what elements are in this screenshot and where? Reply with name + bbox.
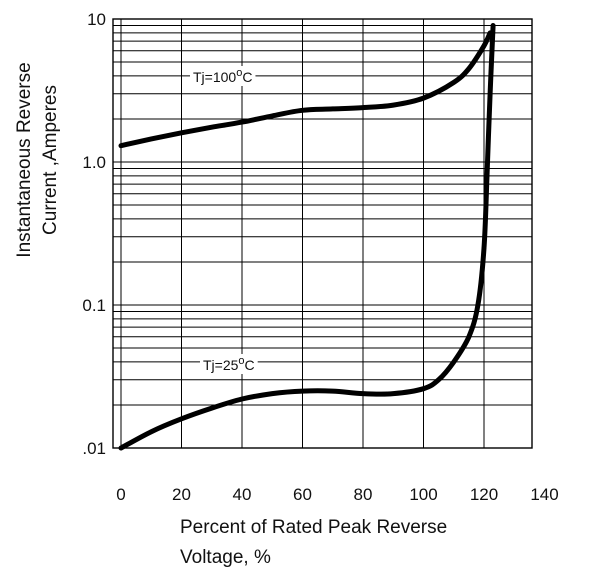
series-label-100c-degree: o (236, 67, 242, 79)
series-label-100c: Tj=100oC (190, 66, 256, 86)
series-label-25c-background (200, 354, 258, 374)
x-tick-label-120: 120 (470, 485, 498, 504)
curves (118, 23, 496, 451)
x-tick-label-140: 140 (530, 485, 558, 504)
curve-tj-100c (118, 30, 493, 149)
curve-tj-25c (118, 23, 496, 451)
y-axis-title-line-1: Instantaneous Reverse (14, 62, 35, 257)
y-tick-label-.01: .01 (82, 439, 106, 458)
y-axis-title-line-2: Current ,Amperes (40, 85, 61, 235)
x-tick-label-20: 20 (172, 485, 191, 504)
series-label-100c-text: Tj=100oC (193, 67, 252, 85)
x-tick-label-60: 60 (293, 485, 312, 504)
series-label-25c: Tj=25oC (200, 354, 258, 374)
y-tick-label-10: 10 (87, 10, 106, 29)
x-tick-label-40: 40 (233, 485, 252, 504)
series-label-100c-unit: C (242, 69, 252, 85)
series-label-25c-degree: o (238, 355, 244, 367)
series-label-25c-unit: C (245, 357, 255, 373)
series-label-25c-text: Tj=25oC (203, 355, 255, 373)
x-tick-label-80: 80 (354, 485, 373, 504)
y-tick-label-1.0: 1.0 (82, 153, 106, 172)
x-tick-label-0: 0 (116, 485, 125, 504)
series-label-100c-main: Tj=100 (193, 69, 236, 85)
grid-lines (113, 18, 532, 449)
plot-frame (112, 18, 533, 449)
y-tick-label-0.1: 0.1 (82, 296, 106, 315)
series-label-25c-main: Tj=25 (203, 357, 239, 373)
series-label-100c-background (190, 66, 256, 86)
x-tick-label-100: 100 (409, 485, 437, 504)
tick-labels: 0 20 40 60 80 100 120 140 .01 0.1 1.0 10 (82, 10, 558, 504)
x-axis-title-line-2: Voltage, % (180, 547, 271, 568)
x-axis-title-line-1: Percent of Rated Peak Reverse (180, 517, 447, 538)
